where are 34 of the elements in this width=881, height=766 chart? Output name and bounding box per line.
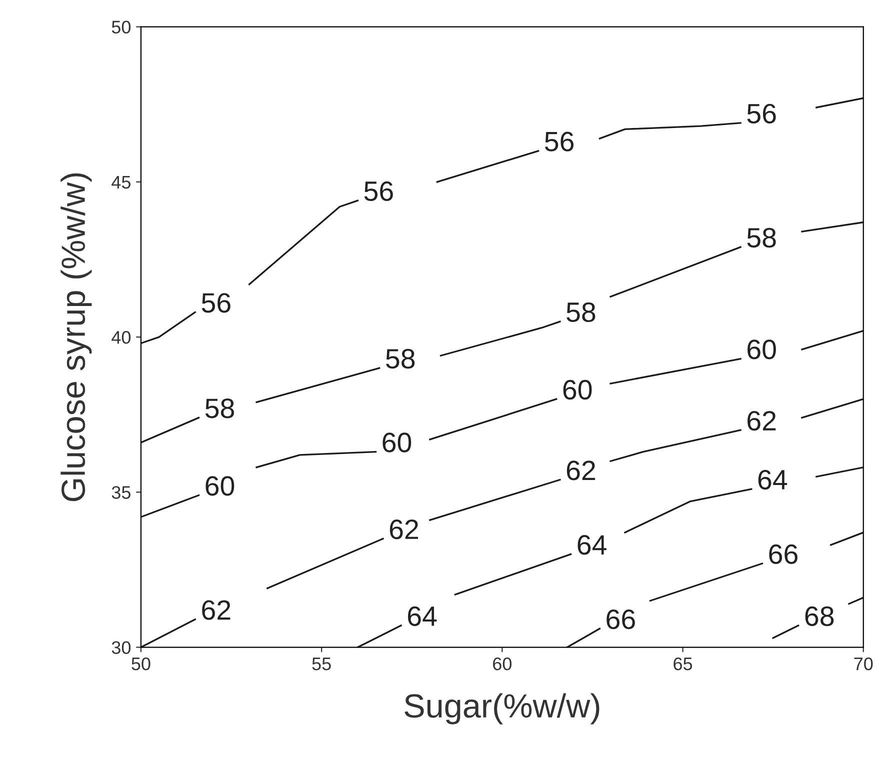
annotation: 56 [747,104,776,124]
annotation: 68 [805,606,834,626]
x-tick-label: 60 [493,657,512,670]
annotation: 58 [386,348,415,369]
annotation: 58 [747,228,776,248]
x-tick-label: 55 [312,658,331,670]
annotation: 60 [748,340,776,360]
x-tick-label: 50 [132,657,150,670]
x-tick-label: 70 [854,657,873,670]
x-tick-label: 65 [674,657,692,670]
annotation: 60 [563,380,592,400]
annotation: 56 [364,181,393,202]
y-axis-title: Glucose syrup (%w/w) [60,173,92,502]
annotation: 66 [606,610,635,630]
x-axis-title: Sugar(%w/w) [404,693,600,724]
annotation: 62 [566,460,596,480]
y-tick-label: 50 [112,20,131,34]
annotation: 60 [382,432,412,452]
annotation: 56 [202,293,230,313]
annotation: 66 [769,544,798,564]
annotation: 58 [205,398,234,418]
annotation: 56 [544,132,574,152]
annotation: 64 [758,470,788,490]
y-tick-label: 40 [112,330,131,344]
annotation: 62 [390,520,418,540]
annotation: 60 [206,476,234,496]
annotation: 58 [566,302,596,322]
y-tick-label: 45 [112,176,130,189]
y-tick-label: 30 [112,641,131,654]
annotation: 64 [578,535,606,555]
annotation: 64 [408,606,437,626]
annotation: 62 [202,600,230,620]
y-tick-label: 35 [112,486,130,499]
annotation: 62 [748,410,776,431]
